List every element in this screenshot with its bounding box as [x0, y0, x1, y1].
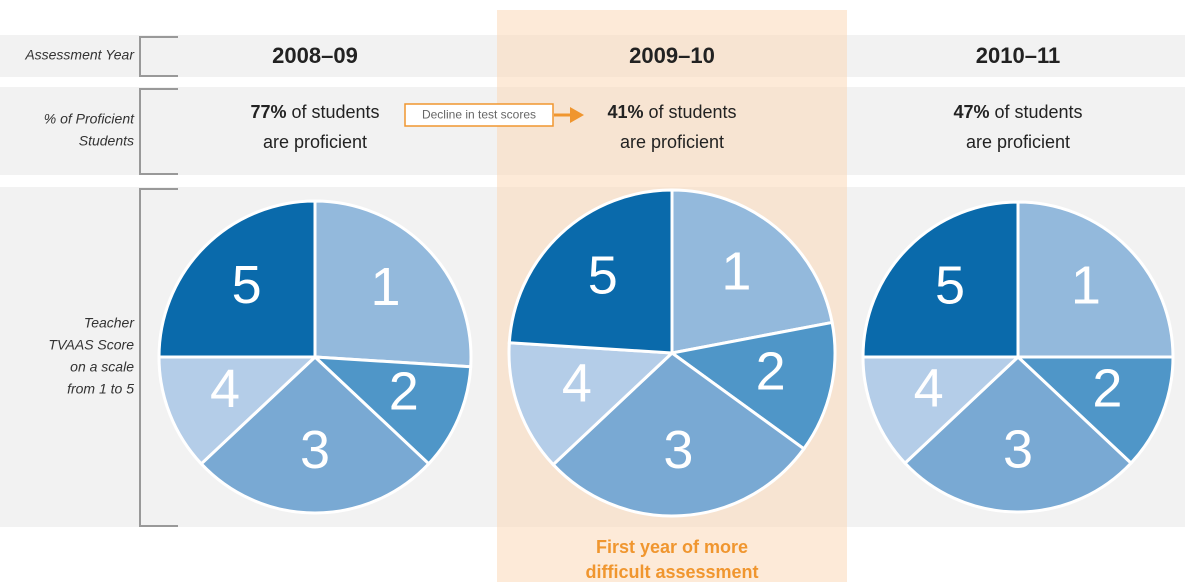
proficiency-text: of students [291, 102, 379, 122]
row-bracket [139, 36, 178, 527]
proficiency-line: 47% of students [953, 102, 1082, 122]
proficiency-percent: 47% [953, 102, 989, 122]
slice-label: 3 [1003, 419, 1033, 479]
proficiency-line: 77% of students [250, 102, 379, 122]
slice-label: 2 [756, 341, 786, 401]
year: 2009–10 [629, 43, 715, 68]
slice-label: 5 [935, 255, 965, 315]
slice-label: 4 [562, 353, 592, 413]
pie-slice [157, 355, 319, 466]
pie-slice [902, 354, 1134, 514]
slice-label: 2 [1092, 359, 1122, 419]
annotation: Decline in test scores [422, 108, 536, 122]
slice-label: 4 [914, 359, 944, 419]
pie-slice [861, 355, 1022, 466]
proficiency-text: of students [648, 102, 736, 122]
proficiency-line: 41% of students [607, 102, 736, 122]
slice-label: 1 [721, 241, 751, 301]
highlight-note: First year of more [596, 537, 748, 557]
pie-slice [157, 199, 317, 359]
proficiency-percent: 41% [607, 102, 643, 122]
row-label: Teacher [84, 315, 135, 331]
slice-label: 5 [588, 246, 618, 306]
arrow-head [570, 107, 584, 123]
slice-label: 3 [300, 420, 330, 480]
pie-slice [668, 320, 837, 451]
pie-slice [507, 341, 676, 467]
row-label: on a scale [70, 359, 134, 375]
content: Assessment Year % of Proficient Students Te… [24, 43, 1175, 582]
proficiency-line: are proficient [966, 132, 1070, 152]
slice-label: 1 [370, 257, 400, 317]
pie-slice [670, 188, 834, 355]
pie-slice [199, 354, 431, 515]
annotation-box [404, 103, 554, 127]
pie-slice [1016, 200, 1175, 359]
row-label: Assessment Year [24, 47, 135, 63]
row-label: % of Proficient [44, 111, 135, 127]
year: 2008–09 [272, 43, 358, 68]
slice-label: 1 [1071, 255, 1101, 315]
pie-slice [507, 188, 674, 355]
proficiency-text: of students [994, 102, 1082, 122]
row-label: TVAAS Score [48, 337, 134, 353]
row-label: from 1 to 5 [67, 381, 134, 397]
row-label: Students [79, 133, 134, 149]
proficiency-line: are proficient [263, 132, 367, 152]
slice-label: 4 [210, 359, 240, 419]
proficiency-line: are proficient [620, 132, 724, 152]
highlight-note: difficult assessment [585, 562, 758, 582]
slice-label: 2 [389, 362, 419, 422]
proficiency-percent: 77% [250, 102, 286, 122]
year: 2010–11 [976, 43, 1060, 68]
pie-slice [313, 199, 473, 369]
pie-slice [310, 355, 473, 466]
slice-label: 5 [232, 255, 262, 315]
pie-slice [1014, 355, 1175, 466]
pie-slice [861, 200, 1020, 359]
pie-slice [551, 351, 806, 518]
slice-label: 3 [663, 420, 693, 480]
